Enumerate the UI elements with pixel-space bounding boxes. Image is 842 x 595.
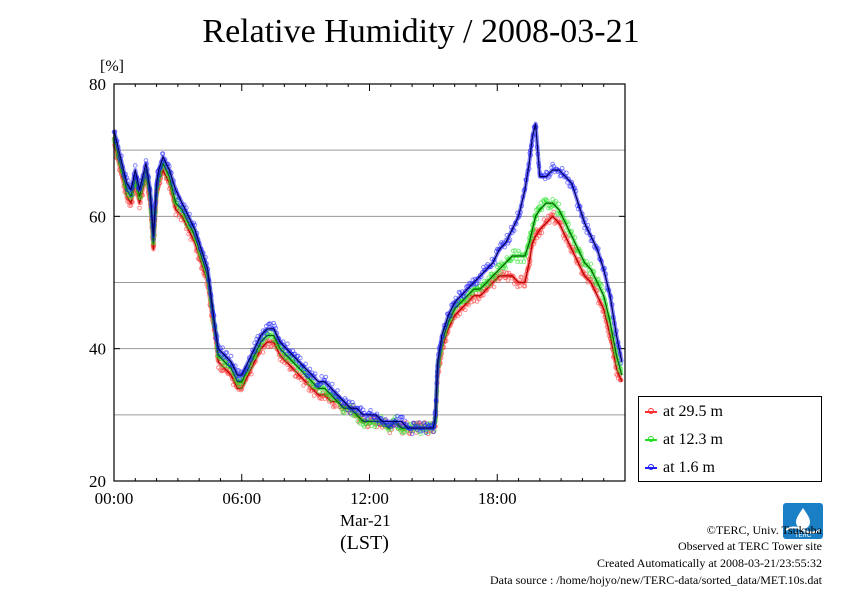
- series-point: [423, 430, 429, 436]
- terc-logo: TERC: [783, 503, 823, 539]
- legend-label-1-6m: at 1.6 m: [663, 459, 715, 476]
- series-point: [539, 230, 545, 236]
- series-point: [365, 416, 370, 422]
- x-tick-label: 18:00: [478, 489, 517, 508]
- series-point: [492, 276, 498, 282]
- series-point: [238, 384, 244, 390]
- logo-text: TERC: [795, 533, 812, 539]
- series-point: [132, 163, 138, 168]
- series-point: [311, 393, 317, 398]
- series-point: [409, 431, 415, 437]
- series-point: [285, 341, 290, 347]
- x-axis-date-label: Mar-21: [340, 511, 391, 530]
- footer-copyright: ©TERC, Univ. Tsukuba: [706, 523, 822, 537]
- chart-legend: at 29.5 m at 12.3 m at 1.6 m: [638, 396, 822, 482]
- x-tick-label: 12:00: [350, 489, 389, 508]
- series-point: [128, 192, 134, 197]
- series-point: [373, 417, 379, 423]
- series-band-2: [112, 121, 624, 431]
- series-point: [491, 284, 497, 290]
- series-point: [328, 397, 334, 403]
- series-point: [279, 347, 285, 353]
- legend-label-29-5m: at 29.5 m: [663, 403, 723, 420]
- series-point: [553, 198, 559, 204]
- series-point: [372, 424, 378, 430]
- series-point: [465, 298, 470, 304]
- series-point: [319, 374, 324, 379]
- legend-entry-1-6m: at 1.6 m: [645, 458, 715, 478]
- y-tick-label: 20: [89, 472, 106, 491]
- y-axis-label: [%]: [100, 58, 124, 75]
- footer-source: Data source : /home/hojyo/new/TERC-data/…: [489, 573, 822, 587]
- series-point: [510, 248, 516, 254]
- series-point: [284, 351, 289, 357]
- series-point: [487, 281, 493, 287]
- series-point: [220, 345, 225, 350]
- y-tick-label: 60: [89, 207, 106, 226]
- legend-entry-29-5m: at 29.5 m: [645, 402, 723, 422]
- legend-entry-12-3m: at 12.3 m: [645, 430, 723, 450]
- series-point: [237, 376, 242, 382]
- x-axis-unit-label: (LST): [340, 532, 389, 554]
- x-tick-label: 06:00: [222, 489, 261, 508]
- series-point: [220, 362, 225, 368]
- series-point: [137, 205, 142, 211]
- series-point: [515, 284, 520, 290]
- series-point: [236, 383, 242, 389]
- series-point: [397, 423, 402, 429]
- series-point: [564, 170, 569, 176]
- series-point: [344, 407, 350, 413]
- series-point: [503, 266, 509, 271]
- series-point: [341, 410, 347, 416]
- series-point: [400, 414, 405, 420]
- series-point: [329, 381, 335, 387]
- series-band-0: [112, 143, 624, 431]
- series-point: [505, 278, 511, 283]
- series-point: [588, 261, 594, 267]
- series-point: [556, 201, 562, 207]
- legend-label-12-3m: at 12.3 m: [663, 431, 723, 448]
- series-point: [348, 410, 353, 416]
- y-tick-label: 80: [89, 75, 106, 94]
- series-point: [498, 270, 503, 276]
- series-point: [391, 423, 397, 428]
- series-point: [298, 355, 303, 361]
- footer-created: Created Automatically at 2008-03-21/23:5…: [597, 556, 822, 570]
- series-point: [550, 161, 555, 167]
- series-point: [418, 431, 423, 437]
- series-point: [323, 374, 329, 380]
- series-point: [312, 371, 318, 376]
- y-tick-label: 40: [89, 340, 106, 359]
- series-line-2: [113, 123, 623, 429]
- series-point: [368, 407, 373, 413]
- x-tick-label: 00:00: [95, 489, 134, 508]
- series-point: [407, 431, 413, 436]
- series-point: [550, 196, 555, 202]
- series-line-0: [113, 143, 623, 429]
- chart-title: Relative Humidity / 2008-03-21: [202, 13, 640, 50]
- series-point: [333, 404, 338, 409]
- series-point: [417, 420, 422, 425]
- series-2-points: [111, 123, 624, 437]
- series-point: [228, 353, 234, 359]
- series-point: [224, 350, 230, 355]
- series-point: [519, 275, 525, 280]
- series-point: [463, 307, 468, 313]
- series-point: [521, 259, 527, 265]
- plot-frame: [113, 83, 626, 482]
- footer-site: Observed at TERC Tower site: [677, 539, 822, 553]
- series-point: [411, 421, 417, 426]
- series-0-points: [111, 136, 624, 437]
- series-point: [216, 365, 221, 370]
- series-point: [307, 382, 313, 387]
